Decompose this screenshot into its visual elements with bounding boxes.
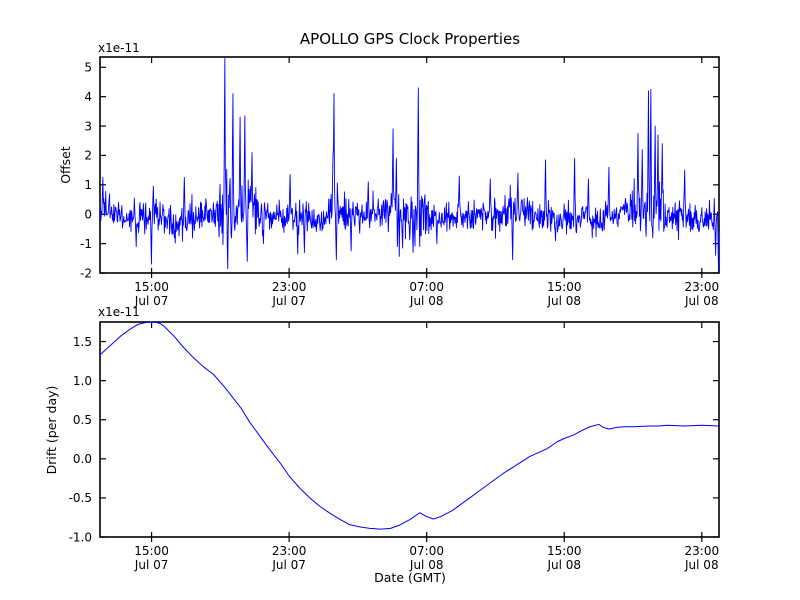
- y-axis-label-offset: Offset: [58, 146, 73, 184]
- y-tick-label: 1.5: [73, 335, 92, 349]
- x-tick-label-date: Jul 08: [684, 294, 719, 308]
- y-tick-label: 5: [84, 61, 92, 75]
- x-tick-label-date: Jul 08: [546, 558, 581, 572]
- y-axis-label-drift: Drift (per day): [44, 386, 59, 475]
- y-tick-label: 1: [84, 178, 92, 192]
- x-tick-label-date: Jul 07: [271, 294, 306, 308]
- x-tick-label-time: 23:00: [685, 544, 720, 558]
- x-tick-label-time: 23:00: [272, 280, 307, 294]
- x-tick-label-date: Jul 08: [409, 294, 444, 308]
- x-tick-label-time: 23:00: [685, 280, 720, 294]
- plot-title: APOLLO GPS Clock Properties: [300, 30, 520, 48]
- y-tick-label: -0.5: [69, 491, 92, 505]
- drift-series-line: [99, 321, 720, 530]
- x-tick-label-date: Jul 07: [271, 558, 306, 572]
- x-tick-label-time: 15:00: [134, 280, 169, 294]
- x-tick-label-time: 07:00: [409, 544, 444, 558]
- x-tick-label-date: Jul 08: [684, 558, 719, 572]
- y-tick-label: 1.0: [73, 374, 92, 388]
- x-tick-label-date: Jul 07: [134, 294, 169, 308]
- y-tick-label: 2: [84, 149, 92, 163]
- y-tick-label: -2: [80, 266, 92, 280]
- x-tick-label-time: 07:00: [409, 280, 444, 294]
- x-tick-label-time: 15:00: [134, 544, 169, 558]
- y-tick-label: -1.0: [69, 530, 92, 544]
- y-tick-label: -1: [80, 237, 92, 251]
- x-tick-label-time: 23:00: [272, 544, 307, 558]
- y-tick-label: 4: [84, 90, 92, 104]
- offset-scale-label-bottom: x1e-11: [98, 305, 140, 319]
- offset-series-line: [99, 58, 720, 272]
- x-tick-label-time: 15:00: [547, 544, 582, 558]
- x-tick-label-time: 15:00: [547, 280, 582, 294]
- axes-frame: [99, 56, 720, 274]
- axes-frame: [99, 321, 720, 538]
- offset-scale-label-top: x1e-11: [98, 41, 140, 55]
- x-tick-label-date: Jul 07: [134, 558, 169, 572]
- y-tick-label: 0.0: [73, 452, 92, 466]
- x-tick-label-date: Jul 08: [409, 558, 444, 572]
- y-tick-label: 0.5: [73, 413, 92, 427]
- x-axis-label-date: Date (GMT): [374, 570, 446, 585]
- y-tick-label: 0: [84, 208, 92, 222]
- x-tick-label-date: Jul 08: [546, 294, 581, 308]
- y-tick-label: 3: [84, 119, 92, 133]
